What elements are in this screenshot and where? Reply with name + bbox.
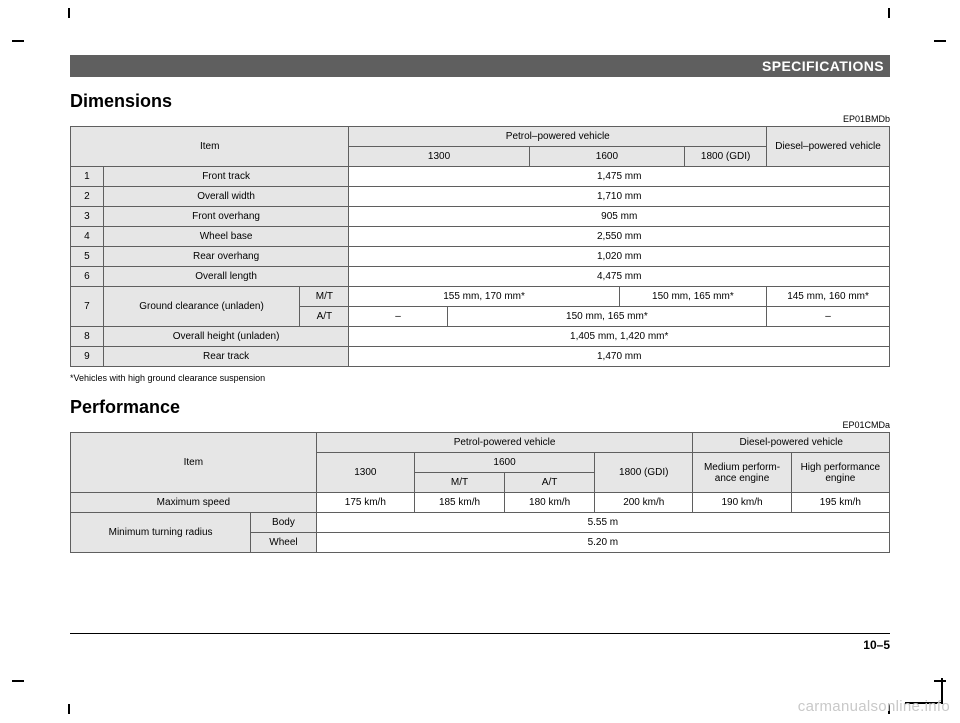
item-header: Item bbox=[71, 127, 349, 167]
petrol-header: Petrol–powered vehicle bbox=[349, 127, 767, 147]
dimensions-code: EP01BMDb bbox=[70, 114, 890, 124]
page-number: 10–5 bbox=[70, 638, 890, 652]
page-footer-rule bbox=[70, 633, 890, 634]
table-row: Maximum speed 175 km/h 185 km/h 180 km/h… bbox=[71, 493, 890, 513]
performance-table: Item Petrol-powered vehicle Diesel-power… bbox=[70, 432, 890, 553]
perf-1800: 1800 (GDI) bbox=[595, 453, 693, 493]
diesel-header: Diesel–powered vehicle bbox=[767, 127, 890, 167]
table-row: 1 Front track 1,475 mm bbox=[71, 167, 890, 187]
table-row: 2 Overall width 1,710 mm bbox=[71, 187, 890, 207]
dimensions-heading: Dimensions bbox=[70, 91, 890, 112]
table-row: Minimum turning radius Body 5.55 m bbox=[71, 513, 890, 533]
perf-item-header: Item bbox=[71, 433, 317, 493]
perf-diesel-med: Medium perform- ance engine bbox=[693, 453, 791, 493]
section-title: SPECIFICATIONS bbox=[762, 58, 884, 74]
perf-1600: 1600 bbox=[414, 453, 594, 473]
table-row: 9 Rear track 1,470 mm bbox=[71, 347, 890, 367]
dimensions-table: Item Petrol–powered vehicle Diesel–power… bbox=[70, 126, 890, 367]
perf-petrol-header: Petrol-powered vehicle bbox=[316, 433, 693, 453]
perf-diesel-header: Diesel-powered vehicle bbox=[693, 433, 890, 453]
perf-mt: M/T bbox=[414, 473, 504, 493]
table-row: 3 Front overhang 905 mm bbox=[71, 207, 890, 227]
table-row: 8 Overall height (unladen) 1,405 mm, 1,4… bbox=[71, 327, 890, 347]
section-header-bar: SPECIFICATIONS bbox=[70, 55, 890, 77]
performance-code: EP01CMDa bbox=[70, 420, 890, 430]
perf-at: A/T bbox=[505, 473, 595, 493]
perf-diesel-high: High performance engine bbox=[791, 453, 889, 493]
col-1800: 1800 (GDI) bbox=[685, 147, 767, 167]
table-row: 4 Wheel base 2,550 mm bbox=[71, 227, 890, 247]
watermark-text: carmanualsonline.info bbox=[798, 698, 950, 715]
table-row: 7 Ground clearance (unladen) M/T 155 mm,… bbox=[71, 287, 890, 307]
performance-heading: Performance bbox=[70, 397, 890, 418]
perf-1300: 1300 bbox=[316, 453, 414, 493]
col-1300: 1300 bbox=[349, 147, 529, 167]
page-content: SPECIFICATIONS Dimensions EP01BMDb Item … bbox=[70, 55, 890, 652]
col-1600: 1600 bbox=[529, 147, 685, 167]
table-row: 6 Overall length 4,475 mm bbox=[71, 267, 890, 287]
table-row: 5 Rear overhang 1,020 mm bbox=[71, 247, 890, 267]
dimensions-footnote: *Vehicles with high ground clearance sus… bbox=[70, 373, 890, 383]
